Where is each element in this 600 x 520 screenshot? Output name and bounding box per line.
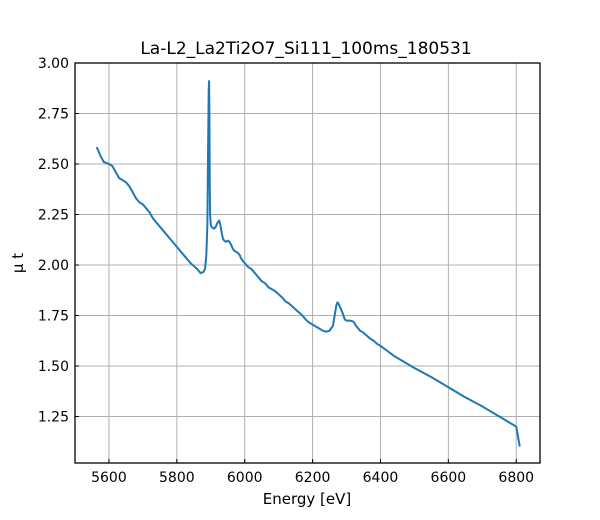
grid: [75, 62, 540, 463]
y-tick-label: 1.75: [38, 309, 69, 325]
y-tick-label: 1.25: [38, 410, 69, 426]
series-line-0: [96, 80, 521, 447]
y-tick-label: 2.50: [38, 157, 69, 173]
series-layer: [96, 80, 521, 447]
x-tick-label: 6800: [498, 470, 534, 486]
x-tick-label: 6600: [431, 470, 467, 486]
plot-frame: [74, 62, 541, 464]
y-tick-label: 3.00: [38, 56, 69, 72]
x-tick-label: 6400: [363, 470, 399, 486]
x-tick-label: 5600: [91, 470, 127, 486]
x-axis-label: Energy [eV]: [263, 490, 351, 508]
chart-title: La-L2_La2Ti2O7_Si111_100ms_180531: [140, 39, 471, 59]
y-axis-label: μ t: [9, 253, 27, 273]
y-tick-label: 2.75: [38, 107, 69, 123]
y-tick-label: 2.25: [38, 208, 69, 224]
y-tick-labels: 1.25 1.50 1.75 2.00 2.25 2.50 2.75 3.00: [38, 56, 69, 426]
x-tick-label: 6000: [227, 470, 263, 486]
x-tick-label: 5800: [159, 470, 195, 486]
x-tick-label: 6200: [295, 470, 331, 486]
ticks: [75, 62, 517, 463]
x-tick-labels: 5600 5800 6000 6200 6400 6600 6800: [91, 470, 534, 486]
y-tick-label: 2.00: [38, 258, 69, 274]
y-tick-label: 1.50: [38, 359, 69, 375]
